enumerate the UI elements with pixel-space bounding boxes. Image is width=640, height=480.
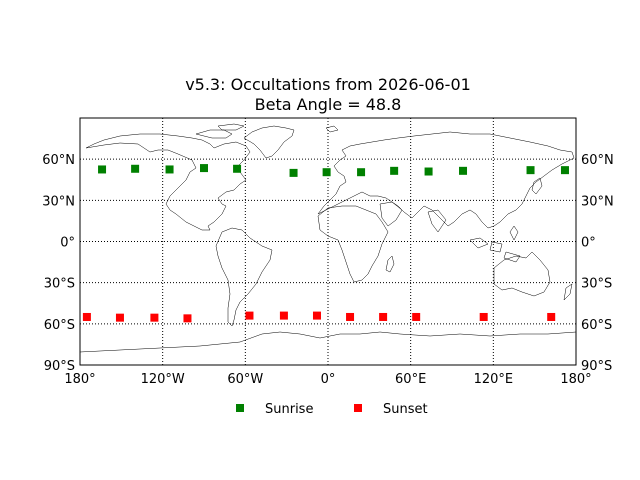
y-tick-label-left: 0° <box>60 236 75 251</box>
graticule-grid <box>80 118 576 365</box>
new-zealand-coastline <box>563 283 573 301</box>
sunrise-point <box>560 166 569 175</box>
sunrise-point <box>459 166 468 175</box>
sunrise-point <box>289 168 298 177</box>
sunset-point <box>312 311 321 320</box>
sunrise-point <box>233 164 242 173</box>
sunrise-point <box>131 164 140 173</box>
japan-coastline <box>531 177 543 195</box>
x-tick-label: 60°W <box>227 372 263 387</box>
sunrise-point <box>200 164 208 173</box>
sunrise-point <box>526 166 535 175</box>
north-america-coastline <box>85 133 251 231</box>
sunset-point <box>150 313 159 322</box>
greenland-coastline <box>243 125 295 159</box>
south-america-coastline <box>215 227 273 327</box>
southeast-asia-islands-coastline <box>469 225 521 263</box>
sunrise-point <box>165 165 174 174</box>
y-tick-label-right: 90°S <box>581 359 612 374</box>
sunset-point <box>115 313 124 322</box>
x-tick-label: 120°E <box>474 372 514 387</box>
eurasia-coastline <box>317 131 575 229</box>
x-tick-label: 180° <box>64 372 95 387</box>
sunset-point <box>479 312 488 321</box>
sunrise-point <box>357 168 366 177</box>
y-tick-label-left: 30°S <box>44 277 75 292</box>
sunrise-legend-marker <box>236 404 244 412</box>
sunrise-point <box>390 166 399 175</box>
sunset-point <box>346 312 355 321</box>
sunset-legend-marker <box>354 404 362 412</box>
y-tick-label-right: 60°S <box>581 318 612 333</box>
sunrise-legend-label: Sunrise <box>265 402 313 417</box>
sunrise-point <box>98 165 107 174</box>
sunrise-point <box>424 167 433 176</box>
world-coastline-map <box>79 123 577 353</box>
africa-coastline <box>317 205 389 283</box>
y-tick-label-left: 30°N <box>42 194 75 209</box>
antarctica-coastline <box>79 331 577 353</box>
plot-frame <box>79 117 577 366</box>
x-tick-label: 0° <box>321 372 336 387</box>
x-tick-label: 60°E <box>395 372 426 387</box>
legend: Sunrise Sunset <box>236 402 428 417</box>
y-tick-label-left: 90°S <box>44 359 75 374</box>
y-tick-label-right: 0° <box>581 236 596 251</box>
arabia-india-coastline <box>379 201 447 233</box>
sunset-legend-label: Sunset <box>383 402 428 417</box>
y-tick-label-right: 30°N <box>581 194 614 209</box>
sunset-point <box>245 311 254 320</box>
sunset-point <box>412 312 421 321</box>
y-tick-label-right: 60°N <box>581 153 614 168</box>
y-tick-label-left: 60°S <box>44 318 75 333</box>
arctic-islands-coastline <box>195 123 339 139</box>
australia-coastline <box>493 251 551 297</box>
axes: 180° 120°W 60°W 0° 60°E 120°E 180°90°S 90°S60°S… <box>42 153 614 387</box>
occultation-points <box>82 164 569 323</box>
madagascar-coastline <box>385 255 395 273</box>
chart-title-line1: v5.3: Occultations from 2026-06-01 <box>185 75 471 94</box>
sunset-point <box>183 314 192 323</box>
sunrise-point <box>322 168 331 177</box>
sunset-point <box>82 312 91 321</box>
x-tick-label: 180° <box>560 372 591 387</box>
sunset-point <box>547 312 556 321</box>
x-tick-label: 120°W <box>141 372 185 387</box>
chart-title-line2: Beta Angle = 48.8 <box>255 95 402 114</box>
sunset-point <box>379 312 388 321</box>
sunset-point <box>279 311 288 320</box>
y-tick-label-left: 60°N <box>42 153 75 168</box>
y-tick-label-right: 30°S <box>581 277 612 292</box>
